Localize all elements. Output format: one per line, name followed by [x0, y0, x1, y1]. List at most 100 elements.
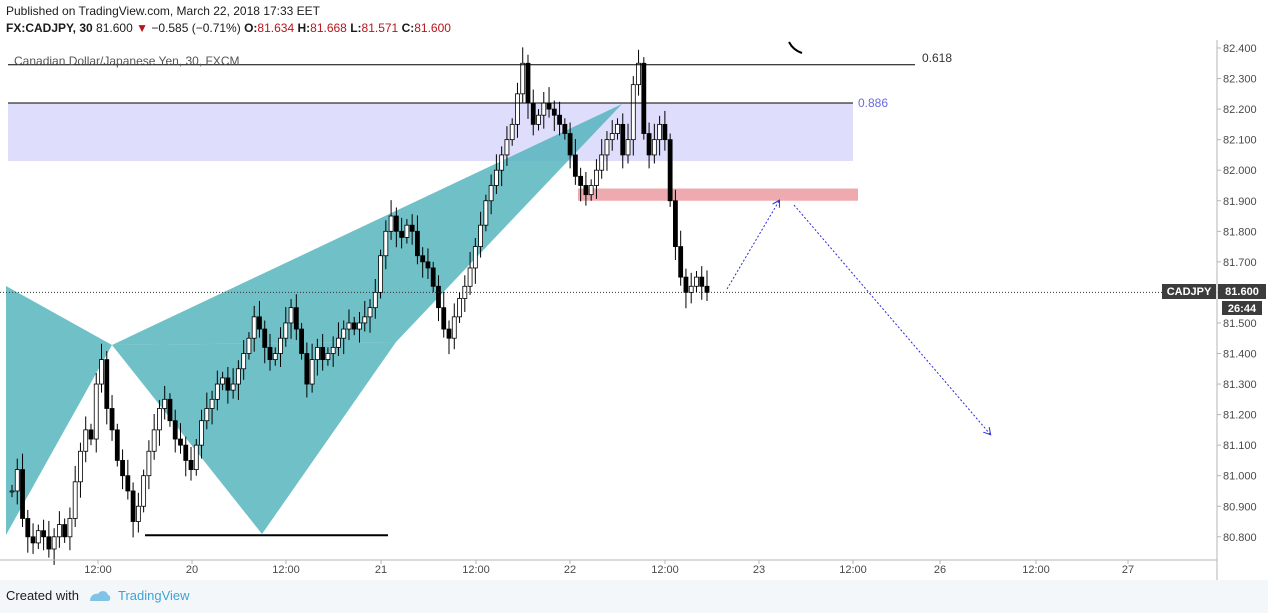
candle-body — [209, 398, 215, 409]
x-tick-label: 23 — [753, 564, 765, 576]
candle-body — [93, 383, 99, 440]
candle-body — [357, 322, 362, 330]
harmonic-pattern-layer — [6, 104, 622, 535]
high-value: 81.668 — [310, 21, 347, 35]
candle-body — [56, 524, 62, 538]
candle-body — [214, 383, 220, 400]
symbol-tag-box — [1162, 284, 1216, 299]
y-tick-label: 82.100 — [1223, 135, 1257, 147]
candle-body — [293, 307, 299, 330]
candle-body — [46, 536, 52, 550]
published-info: Published on TradingView.com, March 22, … — [6, 4, 320, 18]
candle-body — [615, 123, 620, 134]
candle-body — [367, 307, 373, 318]
y-tick-label: 81.000 — [1223, 471, 1257, 483]
candle-body — [472, 246, 478, 269]
symbol-tag: CADJPY — [1167, 286, 1212, 298]
candle-body — [694, 276, 699, 287]
candle-body — [536, 114, 541, 125]
candle-body — [441, 307, 447, 330]
y-tick-label: 81.800 — [1223, 226, 1257, 238]
last-price-label: 81.600 — [1225, 286, 1259, 298]
candle-body — [330, 346, 336, 354]
low-label: L: — [350, 21, 362, 35]
chart-area[interactable]: 0.618 0.886 82.400 82.300 82.200 82.100 82.00… — [0, 40, 1268, 580]
price-chart[interactable]: 0.618 0.886 82.400 82.300 82.200 82.100 82.00… — [0, 40, 1268, 580]
candle-body — [620, 123, 626, 156]
candle-body — [636, 62, 641, 86]
candle-body — [151, 429, 157, 452]
chart-header: Published on TradingView.com, March 22, … — [0, 0, 1268, 40]
candle-body — [157, 408, 162, 431]
y-tick-label: 81.100 — [1223, 440, 1257, 452]
y-tick-label: 82.300 — [1223, 74, 1257, 86]
candle-body — [246, 337, 252, 354]
tradingview-logo-icon[interactable] — [88, 589, 112, 603]
candle-body — [278, 337, 283, 354]
candle-body — [420, 255, 426, 263]
candle-body — [336, 337, 341, 348]
candle-body — [462, 285, 468, 299]
symbol-price-tag: CADJPY 81.600 26:44 — [1162, 284, 1266, 315]
candle-body — [457, 298, 462, 318]
y-tick-label: 82.200 — [1223, 104, 1257, 116]
y-tick-label: 80.900 — [1223, 501, 1257, 513]
candle-body — [409, 224, 415, 232]
candle-body — [351, 322, 357, 330]
x-tick-label: 12:00 — [1022, 564, 1050, 576]
candle-body — [172, 420, 178, 440]
x-tick-label: 22 — [564, 564, 576, 576]
y-tick-label: 81.900 — [1223, 196, 1257, 208]
candle-body — [78, 450, 83, 483]
candle-body — [135, 505, 141, 522]
x-tick-label: 27 — [1122, 564, 1134, 576]
candle-body — [267, 346, 273, 361]
last-price-box — [1218, 284, 1266, 299]
candle-body — [109, 408, 115, 431]
candle-body — [499, 154, 505, 171]
fib-886-label: 0.886 — [858, 96, 888, 110]
candle-body — [188, 460, 194, 470]
candle-body — [257, 316, 262, 330]
down-arrow-icon: ▼ — [136, 21, 148, 35]
x-tick-label: 12:00 — [651, 564, 679, 576]
symbol-label: FX:CADJPY, 30 — [6, 21, 93, 35]
candle-body — [609, 133, 615, 141]
candle-body — [467, 267, 473, 287]
chart-title: Canadian Dollar/Japanese Yen, 30, FXCM — [14, 54, 239, 68]
candle-body — [604, 139, 610, 156]
candle-body — [509, 123, 515, 141]
candle-body — [178, 438, 183, 446]
x-tick-label: 12:00 — [272, 564, 300, 576]
candle-body — [504, 139, 510, 156]
candle-body — [341, 328, 347, 339]
candle-body — [325, 353, 331, 361]
low-value: 81.571 — [361, 21, 399, 35]
candle-body — [446, 328, 452, 339]
resistance-zone — [578, 188, 858, 201]
candle-body — [667, 139, 673, 202]
candle-body — [299, 328, 304, 354]
handwritten-mark — [788, 41, 803, 54]
countdown-label: 26:44 — [1228, 303, 1257, 315]
x-tick-label: 12:00 — [462, 564, 490, 576]
candle-body — [430, 267, 436, 287]
countdown-box — [1222, 301, 1262, 315]
candle-body — [572, 154, 578, 177]
x-axis-ticks[interactable]: 12:00 20 12:00 21 12:00 22 12:00 23 12:00 26 12:00… — [84, 560, 1134, 576]
candle-body — [372, 291, 378, 309]
tradingview-brand-link[interactable]: TradingView — [118, 588, 190, 603]
close-value: 81.600 — [414, 21, 451, 35]
pattern-leg-bc — [112, 342, 396, 534]
candle-body — [662, 123, 668, 141]
candle-body — [688, 285, 694, 293]
candle-body — [478, 224, 483, 247]
candle-body — [204, 408, 210, 422]
candle-body — [251, 316, 257, 339]
high-label: H: — [297, 21, 311, 35]
candle-body — [551, 108, 557, 116]
candle-body — [67, 518, 73, 538]
open-label: O: — [244, 21, 258, 35]
candle-body — [83, 429, 89, 452]
candle-body — [114, 429, 120, 461]
